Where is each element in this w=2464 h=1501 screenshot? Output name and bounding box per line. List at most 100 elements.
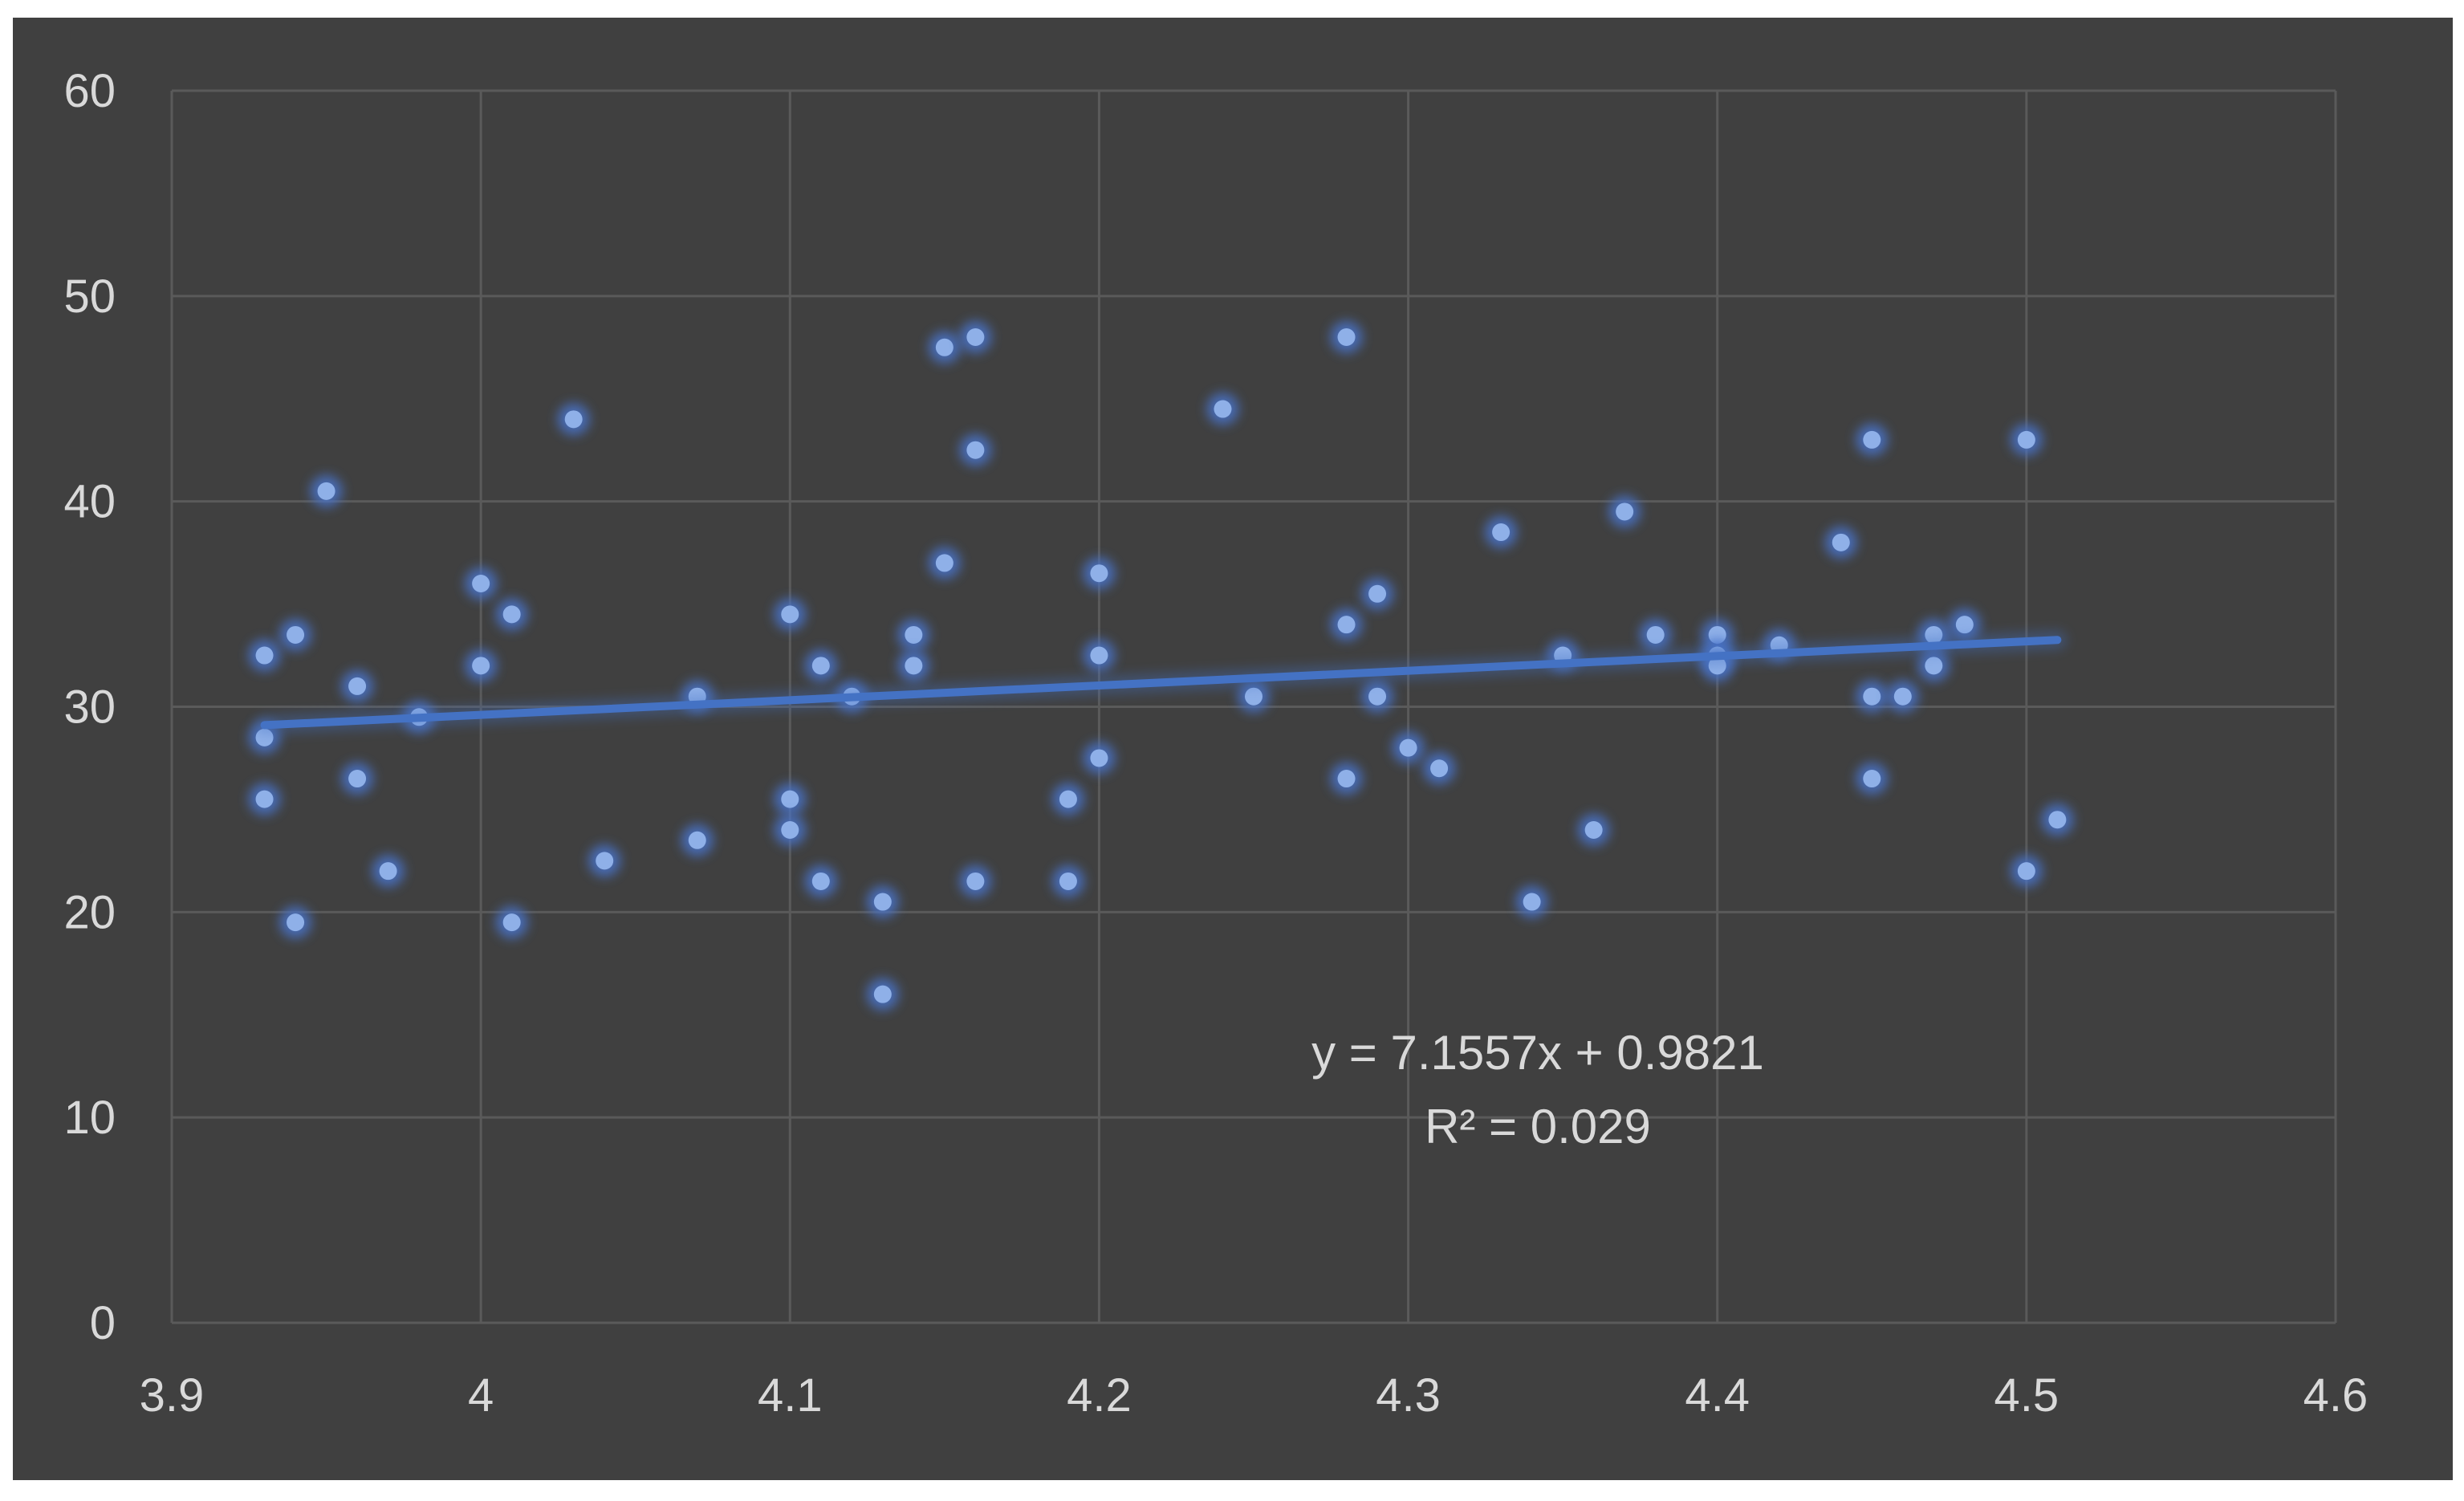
x-tick-label: 4 [468,1369,494,1422]
data-point-marker [905,625,923,644]
data-point [557,403,590,436]
data-point-marker [1090,646,1108,665]
data-point-marker [811,872,830,890]
data-point-marker [1708,625,1726,644]
data-point-marker [502,913,521,932]
data-point-marker [873,893,892,911]
data-point-marker [317,482,335,500]
x-tick-label: 4.5 [1994,1369,2059,1422]
data-point [1423,752,1456,785]
x-tick-label: 4.1 [758,1369,823,1422]
y-tick-label: 20 [63,886,116,938]
y-tick-label: 60 [63,65,116,117]
data-point-marker [348,677,367,695]
data-point-marker [688,831,706,849]
data-point [1083,639,1116,672]
trendline [260,636,2062,730]
data-point-marker [1337,770,1356,788]
data-point [1856,763,1889,795]
data-point-marker [1584,821,1603,839]
data-point-marker [935,338,953,356]
x-tick-label: 4.6 [2303,1369,2368,1422]
data-point [774,783,807,816]
data-point-marker [1399,738,1417,757]
data-point [279,906,312,939]
data-point [588,844,621,877]
data-point [897,618,930,651]
data-point-marker [1863,770,1881,788]
data-point [959,321,992,353]
data-point-marker [1523,893,1541,911]
data-point-marker [905,657,923,675]
data-point [1485,516,1518,549]
data-point-marker [287,913,305,932]
data-point-marker [781,605,799,624]
data-point-marker [287,625,305,644]
data-point [248,783,281,816]
data-point [804,649,837,682]
data-point-marker [2017,862,2035,881]
data-point [959,864,992,897]
data-point-marker [1337,328,1356,346]
data-point [2041,803,2074,836]
data-point [1577,814,1610,846]
data-point [928,547,961,580]
data-point [1856,680,1889,713]
data-point-marker [1955,616,1974,634]
data-point [2010,855,2043,888]
y-tick-label: 10 [63,1092,116,1144]
data-point-marker [781,790,799,808]
data-point-marker [1214,400,1232,418]
data-point-marker [502,605,521,624]
trendline-r2-label: R² = 0.029 [1425,1100,1651,1153]
data-point [774,814,807,846]
data-point-marker [811,657,830,675]
y-tick-label: 30 [63,681,116,734]
data-point [465,649,498,682]
data-point [1083,557,1116,590]
data-point [1392,731,1425,764]
data-point-marker [1368,687,1387,706]
data-point [1330,321,1363,353]
data-point [1639,618,1672,651]
data-point [1206,393,1239,425]
y-tick-label: 50 [63,271,116,323]
data-point [866,885,899,918]
data-point [1238,680,1270,713]
data-point-marker [966,328,985,346]
data-point [1051,783,1084,816]
data-point [2010,423,2043,456]
data-point [341,669,374,702]
data-point-marker [1492,523,1511,542]
data-point-marker [1863,430,1881,449]
data-point-marker [1090,564,1108,583]
data-point [1361,680,1394,713]
data-point [495,906,528,939]
data-point-marker [255,646,274,665]
data-point-marker [1368,584,1387,603]
data-point-marker [564,410,583,429]
y-tick-label: 0 [90,1297,116,1349]
trendline-layer [254,630,2068,735]
data-point-marker [873,985,892,1003]
data-point [1330,763,1363,795]
data-point-marker [472,657,490,675]
data-point [1856,423,1889,456]
data-point [681,824,714,856]
data-point [928,331,961,364]
data-point-marker [1059,872,1077,890]
x-tick-label: 4.3 [1376,1369,1441,1422]
tick-labels: 0 10 20 30 40 50 60 3.9 4 4.1 4.2 4.3 4.4 4.5 4.6 [63,65,2368,1422]
data-point [1051,864,1084,897]
data-point-marker [1090,749,1108,767]
data-point-marker [1430,759,1449,778]
data-point [804,864,837,897]
trendline-annotation: y = 7.1557x + 0.9821 R² = 0.029 [1311,1026,1764,1153]
data-point [1824,526,1857,559]
data-point-marker [1616,502,1634,521]
data-point-marker [1059,790,1077,808]
data-point [341,763,374,795]
data-point-marker [1245,687,1262,706]
